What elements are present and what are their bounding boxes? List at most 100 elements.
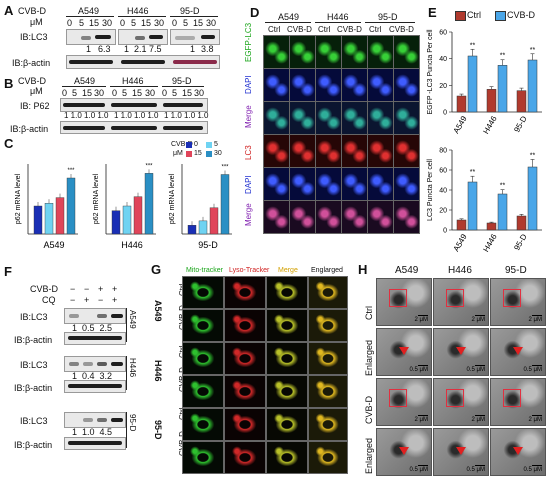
- h-scale-label: 0.5 μM: [466, 467, 485, 473]
- e-category: 95-D: [512, 114, 529, 134]
- b-dose: 0: [162, 88, 168, 98]
- f-quant-a549: 1 0.5 2.5: [72, 323, 113, 333]
- d-micrograph-tile: [289, 35, 316, 69]
- a-quant: 1: [190, 44, 196, 54]
- f-lc3-label: IB:LC3: [20, 416, 48, 426]
- g-micrograph-tile: [182, 309, 224, 342]
- d-row-lc3: LC3: [244, 145, 253, 160]
- d-row-dapi: DAPI: [244, 75, 253, 94]
- g-micrograph-tile: [224, 342, 266, 375]
- d-micrograph-tile: [367, 35, 394, 69]
- d-micrograph-tile: [289, 167, 316, 201]
- f-sign: −: [98, 295, 104, 305]
- f-sign: −: [84, 284, 90, 294]
- e-bar: [497, 193, 508, 231]
- a-treatment-label: CVB-D: [18, 6, 47, 16]
- c-legend-swatch-0: [186, 142, 192, 148]
- h-row-label: Enlarged: [364, 339, 374, 376]
- e-category: 95-D: [512, 232, 529, 252]
- e-bar: [467, 55, 478, 113]
- panel-label-f: F: [4, 264, 12, 279]
- b-row-actin: IB:β-actin: [10, 124, 49, 134]
- c-ylabel: p62 mRNA level: [15, 173, 22, 224]
- h-em-tile: 2 μM: [433, 278, 489, 326]
- c-bar: [122, 205, 132, 235]
- e-ytick-label: 80: [439, 148, 447, 155]
- d-micrograph-tile: [315, 134, 342, 168]
- g-micrograph-tile: [308, 342, 348, 375]
- e-star: **: [470, 169, 476, 176]
- e-category: H446: [481, 114, 499, 136]
- h-zoom-box: [446, 289, 464, 307]
- e-category: H446: [481, 232, 499, 254]
- h-scalebar: [475, 365, 485, 366]
- h-scalebar: [418, 465, 428, 466]
- h-scale-label: 2 μM: [414, 317, 428, 323]
- h-scalebar: [418, 365, 428, 366]
- g-cell-a549: A549: [153, 300, 163, 322]
- g-micrograph-tile: [266, 342, 308, 375]
- h-em-tile: 2 μM: [376, 278, 432, 326]
- f-blot-lc3-95d: [64, 412, 126, 428]
- d-col-cvbd: CVB-D: [389, 25, 414, 34]
- h-scalebar: [532, 465, 542, 466]
- h-scale-label: 2 μM: [414, 417, 428, 423]
- g-micrograph-tile: [266, 375, 308, 408]
- chart-c: *** p62 mRNA level A549 *** p62 mRNA level H4…: [15, 163, 232, 250]
- d-micrograph-tile: [367, 167, 394, 201]
- d-micrograph-tile: [263, 167, 290, 201]
- d-micrograph-tile: [263, 134, 290, 168]
- a-dose: 0: [67, 18, 73, 28]
- c-legend-swatch-2: [186, 151, 192, 157]
- d-micrograph-tile: [263, 35, 290, 69]
- d-cell-95d: 95-D: [378, 12, 398, 22]
- c-star: ***: [221, 165, 229, 171]
- e-star: **: [470, 42, 476, 49]
- e-ytick-label: 40: [439, 188, 447, 195]
- a-cell-h446: H446: [127, 6, 149, 16]
- panel-label-b: B: [4, 76, 14, 91]
- d-micrograph-tile: [393, 200, 420, 234]
- f-lc3-label: IB:LC3: [20, 360, 48, 370]
- f-sign: −: [70, 284, 76, 294]
- h-scalebar: [475, 465, 485, 466]
- f-sign: +: [84, 295, 90, 305]
- h-zoom-box: [503, 389, 521, 407]
- e-bar: [456, 219, 467, 231]
- e-bar: [497, 65, 508, 113]
- h-scalebar: [475, 415, 485, 416]
- g-col-merge: Merge: [278, 267, 298, 274]
- b-dose: 5: [122, 88, 128, 98]
- a-quant: 1: [86, 44, 92, 54]
- d-micrograph-tile: [263, 200, 290, 234]
- e-bar: [486, 89, 497, 113]
- a-dose: 30: [206, 18, 217, 28]
- a-quant: 2.1: [134, 44, 147, 54]
- d-micrograph-tile: [263, 101, 290, 135]
- c-category: A549: [43, 240, 64, 250]
- e-category: A549: [452, 114, 469, 135]
- d-micrograph-tile: [341, 134, 368, 168]
- h-zoom-box: [389, 289, 407, 307]
- h-em-tile: 2 μM: [490, 278, 546, 326]
- d-micrograph-tile: [367, 134, 394, 168]
- h-scale-label: 2 μM: [471, 317, 485, 323]
- b-dose: 5: [172, 88, 178, 98]
- h-cell-h446: H446: [448, 265, 472, 276]
- h-scale-label: 0.5 μM: [523, 367, 542, 373]
- e-ylabel: LC3 Puncta Per cell: [427, 159, 434, 221]
- panel-label-c: C: [4, 136, 14, 151]
- c-category: H446: [121, 240, 143, 250]
- g-col-mito: Mito-tracker: [186, 267, 223, 274]
- g-cell-95d: 95-D: [153, 420, 163, 440]
- e-legend-ctrl: Ctrl: [467, 10, 481, 20]
- g-micrograph-tile: [224, 309, 266, 342]
- g-micrograph-tile: [182, 276, 224, 309]
- c-legend-swatch-3: [206, 151, 212, 157]
- d-row-dapi: DAPI: [244, 175, 253, 194]
- f-sign: −: [70, 295, 76, 305]
- e-ytick-label: 40: [439, 56, 447, 63]
- d-micrograph-tile: [289, 101, 316, 135]
- b-quant: 1 1.0 1.0 1.0: [164, 111, 209, 120]
- h-em-tile: 2 μM: [376, 378, 432, 426]
